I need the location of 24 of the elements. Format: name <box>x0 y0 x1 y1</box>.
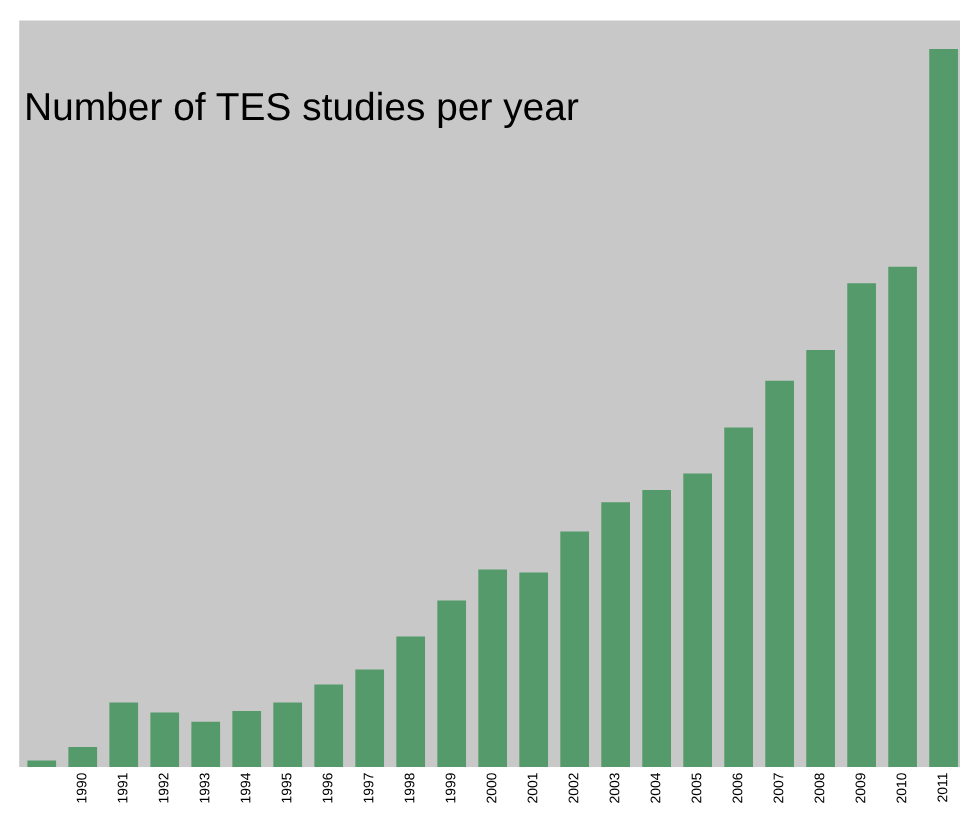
bar <box>601 502 630 768</box>
bar <box>683 473 712 768</box>
bar <box>724 427 753 768</box>
bar <box>27 760 57 768</box>
bar <box>355 669 385 768</box>
bar <box>273 702 303 768</box>
bar <box>519 572 549 768</box>
bar <box>396 636 426 768</box>
bar <box>929 49 958 768</box>
bar <box>109 702 139 768</box>
bar <box>888 266 917 768</box>
bar <box>642 489 671 768</box>
text: Number of TES studies per year <box>27 91 579 129</box>
bar <box>560 531 590 768</box>
bar <box>232 711 262 768</box>
bar <box>191 721 221 768</box>
bar <box>150 712 180 768</box>
bar <box>478 569 508 768</box>
bar <box>314 684 344 768</box>
bar <box>806 349 835 768</box>
bar <box>437 600 467 768</box>
bar <box>847 283 876 768</box>
bar <box>68 746 98 768</box>
bar <box>765 380 794 768</box>
